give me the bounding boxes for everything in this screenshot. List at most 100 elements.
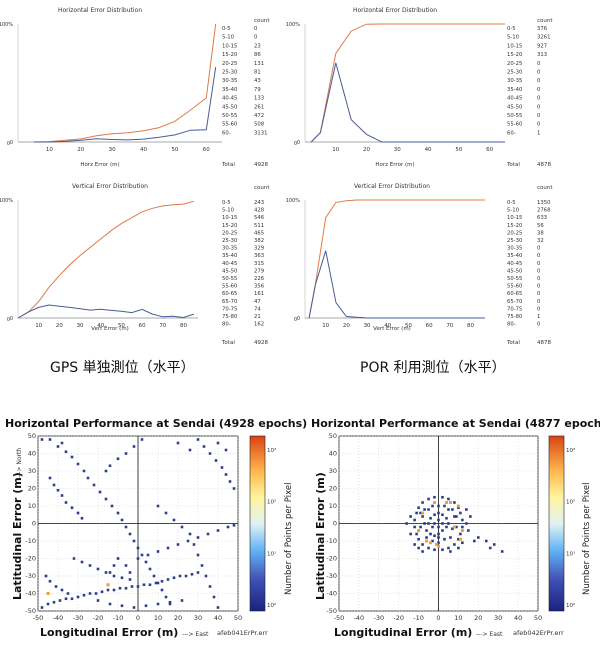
scatter-point	[130, 585, 134, 588]
table-count-value: 43	[254, 78, 261, 84]
chart-horz-por: Horizontal Error Distribution Horz Error…	[286, 7, 554, 168]
x-tick-label: 60	[426, 323, 433, 329]
table-bin-label: 0-5	[222, 26, 231, 32]
scatter-point	[148, 567, 152, 571]
x-tick-label: -50	[334, 614, 345, 622]
scatter-point	[421, 550, 424, 553]
scatter-point	[417, 537, 420, 541]
x-axis-label: Longitudinal Error (m)	[40, 626, 178, 639]
scatter-point	[52, 483, 56, 487]
scatter-point	[204, 574, 208, 578]
scatter-point-hot	[458, 537, 462, 541]
scatter-point-hot	[456, 504, 460, 508]
scatter-point	[457, 506, 460, 510]
scatter-point	[457, 537, 460, 541]
table-bin-label: 25-30	[507, 70, 523, 76]
scatter-point	[66, 592, 70, 595]
scatter-point	[120, 518, 124, 522]
table-bin-label: 50-55	[507, 113, 522, 119]
scatter-point-hot	[421, 511, 425, 515]
x-tick-label: 60	[203, 147, 210, 153]
scatter-point	[152, 574, 156, 578]
scatter-point	[172, 576, 176, 580]
scatter-point	[108, 602, 112, 606]
scatter-point	[140, 438, 144, 441]
scatter-point	[124, 452, 128, 455]
scatter-point	[146, 553, 150, 557]
scatter-point	[216, 606, 220, 609]
scatter-point	[188, 448, 192, 452]
x-tick-label: 50	[171, 147, 178, 153]
scatter-point	[94, 592, 98, 595]
table-count-value: 0	[254, 26, 258, 32]
scatter-point	[488, 546, 492, 550]
table-bin-label: 60-65	[507, 291, 522, 297]
scatter-point	[437, 518, 440, 522]
series-line-distribution	[308, 250, 485, 319]
table-count-value: 376	[537, 26, 548, 32]
x-tick-label: 20	[363, 147, 370, 153]
scatter-point	[443, 537, 446, 541]
scatter-point	[164, 511, 168, 515]
scatter-point	[425, 536, 428, 539]
series-line-distribution	[310, 62, 505, 143]
scatter-point	[449, 550, 452, 553]
scatter-point	[447, 508, 450, 511]
scatter-point-hot	[106, 583, 110, 587]
x-tick-label: 40	[514, 614, 522, 622]
scatter-point	[447, 546, 450, 550]
y-tick-label: -30	[326, 572, 337, 580]
scatter-point	[54, 585, 58, 588]
x-tick-label: 10	[35, 323, 42, 329]
scatter-point	[449, 536, 452, 539]
table-bin-label: 30-35	[507, 78, 522, 84]
x-tick-label: 40	[384, 323, 391, 329]
scatter-point	[196, 438, 200, 441]
scatter-point	[168, 602, 172, 606]
x-tick-label: -20	[393, 614, 404, 622]
scatter-point-hot	[435, 543, 439, 546]
scatter-point	[206, 532, 210, 536]
x-tick-label: 80	[180, 323, 187, 329]
scatter-point	[56, 445, 60, 448]
scatter-point	[128, 578, 132, 581]
table-count-value: 546	[254, 215, 265, 221]
y-axis-direction: ---> North	[16, 448, 23, 478]
scatter-point	[108, 464, 112, 468]
scatter-point	[164, 595, 168, 599]
table-bin-label: 25-30	[222, 70, 238, 76]
table-total-value: 4928	[254, 162, 268, 168]
scatter-point	[431, 504, 434, 508]
colorbar	[548, 435, 565, 612]
scatter-point-hot	[452, 525, 456, 529]
table-bin-label: 50-55	[222, 276, 237, 282]
scatter-point	[465, 522, 468, 525]
scatter-point	[188, 532, 192, 536]
x-axis-label: Longitudinal Error (m)	[334, 626, 472, 639]
scatter-point	[455, 515, 458, 518]
table-bin-label: 30-35	[222, 246, 237, 252]
table-count-value: 0	[537, 61, 541, 67]
table-bin-label: 50-55	[507, 276, 522, 282]
scatter-point	[457, 546, 460, 550]
table-count-value: 0	[537, 306, 541, 312]
colorbar	[249, 435, 266, 612]
scatter-point	[156, 602, 160, 606]
table-count-value: 32	[537, 238, 544, 244]
x-tick-label: 50	[118, 323, 125, 329]
x-tick-label: 0	[436, 614, 440, 622]
scatter-point	[437, 511, 440, 515]
table-total-value: 4878	[537, 340, 551, 346]
scatter-point	[40, 438, 44, 441]
scatter-point	[104, 469, 108, 473]
table-count-value: 313	[537, 52, 547, 58]
x-tick-label: 0	[136, 614, 140, 622]
y-tick-label: 100%	[286, 22, 301, 28]
series-line-cumulative	[33, 23, 217, 143]
x-tick-label: 10	[454, 614, 462, 622]
scatter-point	[451, 527, 454, 531]
scatter-point	[140, 553, 144, 557]
series-line-cumulative	[17, 200, 195, 319]
